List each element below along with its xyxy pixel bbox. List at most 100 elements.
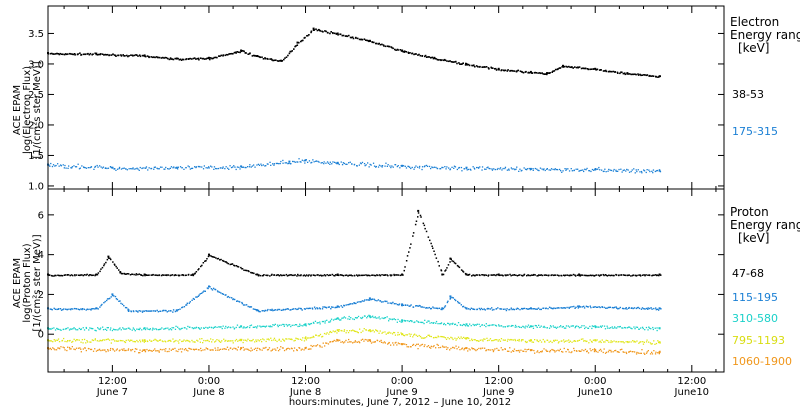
electron-series-2-point xyxy=(270,164,272,166)
proton-series-4-point xyxy=(511,339,513,341)
proton-series-3-point xyxy=(400,321,402,323)
electron-series-1-point xyxy=(639,73,641,76)
proton-series-5-point xyxy=(522,350,524,352)
proton-series-1-point xyxy=(465,273,468,276)
electron-series-2-point xyxy=(304,159,307,162)
xtick-day-label: June 7 xyxy=(96,387,128,398)
proton-series-4-point xyxy=(474,339,476,341)
proton-series-5-point xyxy=(156,350,158,352)
electron-series-1-point xyxy=(130,54,132,56)
proton-series-2-point xyxy=(628,306,630,309)
proton-series-3-point xyxy=(565,325,568,327)
proton-series-2-point xyxy=(583,305,585,308)
proton-series-2-point xyxy=(227,295,229,298)
electron-series-1-point xyxy=(481,66,483,68)
proton-series-4-point xyxy=(55,339,57,341)
proton-series-4-point xyxy=(651,343,653,345)
electron-series-2-point xyxy=(96,164,98,167)
proton-series-2-point xyxy=(443,306,446,308)
proton-series-2-point xyxy=(459,302,461,304)
electron-series-1-point xyxy=(322,31,324,33)
electron-series-1-point xyxy=(361,38,364,41)
proton-series-1-point xyxy=(282,274,285,276)
electron-series-2-point xyxy=(425,164,428,167)
proton-series-4-point xyxy=(477,340,479,342)
proton-series-4-point xyxy=(56,339,59,341)
electron-series-2-point xyxy=(220,167,222,169)
proton-series-1-point xyxy=(280,274,282,276)
proton-series-2-point xyxy=(338,306,340,308)
electron-series-2-point xyxy=(203,165,205,167)
electron-series-2-point xyxy=(633,168,635,170)
proton-series-4-point xyxy=(517,339,519,341)
electron-series-1-point xyxy=(174,57,176,60)
electron-series-2-point xyxy=(336,161,339,164)
proton-series-4-point xyxy=(250,340,252,342)
proton-series-2-point xyxy=(273,309,275,311)
electron-series-1-point xyxy=(492,67,494,69)
proton-series-5-point xyxy=(340,341,342,343)
proton-series-5-point xyxy=(63,347,65,349)
electron-series-1-point xyxy=(168,58,171,61)
electron-series-2-point xyxy=(561,171,563,173)
proton-series-2-point xyxy=(154,310,157,312)
proton-series-5-point xyxy=(576,350,578,352)
electron-series-1-point xyxy=(351,36,354,38)
proton-series-4-point xyxy=(514,340,517,342)
electron-series-2-point xyxy=(469,168,471,170)
electron-series-1-point xyxy=(567,65,570,68)
proton-series-4-point xyxy=(100,340,102,342)
proton-series-4-point xyxy=(410,333,412,335)
electron-series-2-point xyxy=(201,166,203,168)
proton-series-5-point xyxy=(629,350,632,352)
electron-series-2-point xyxy=(506,169,508,171)
electron-series-2-point xyxy=(372,162,375,164)
proton-legend: Proton Energy ranges [keV] 47-68 115-195… xyxy=(730,205,800,368)
electron-series-1-point xyxy=(77,53,79,55)
electron-series-1-point xyxy=(531,72,533,74)
proton-series-2-point xyxy=(427,307,429,309)
electron-series-1-point xyxy=(350,36,353,39)
proton-series-5-point xyxy=(310,348,312,350)
proton-series-4-point xyxy=(255,339,257,341)
proton-series-1-point xyxy=(233,264,235,267)
proton-series-5-point xyxy=(287,347,289,349)
proton-series-4-point xyxy=(313,336,315,338)
electron-series-1-point xyxy=(50,52,53,55)
proton-series-4-point xyxy=(544,340,546,342)
electron-series-2-point xyxy=(247,166,249,168)
electron-series-2-point xyxy=(467,168,470,171)
electron-series-1-point xyxy=(138,54,141,56)
proton-series-2-point xyxy=(56,308,58,311)
electron-series-2-point xyxy=(190,167,193,170)
proton-series-4-point xyxy=(170,340,172,342)
proton-series-3-point xyxy=(580,326,582,328)
proton-series-1-point xyxy=(515,274,517,276)
proton-series-5-point xyxy=(471,347,473,349)
proton-series-4-point xyxy=(201,338,203,340)
proton-series-4-point xyxy=(347,331,350,334)
proton-series-4-point xyxy=(114,340,116,342)
electron-series-2-point xyxy=(570,168,572,170)
electron-series-2-point xyxy=(230,166,233,169)
proton-series-2-point xyxy=(626,308,628,310)
proton-series-1-point xyxy=(610,274,613,277)
electron-series-1-point xyxy=(497,67,500,70)
proton-series-1-point xyxy=(634,274,636,277)
proton-series-4-point xyxy=(422,337,424,339)
proton-series-3-point xyxy=(601,325,604,327)
proton-series-3-point xyxy=(131,329,133,331)
proton-series-2-point xyxy=(100,304,102,307)
proton-series-3-point xyxy=(310,322,313,325)
electron-series-2-point xyxy=(367,162,369,164)
electron-series-2-point xyxy=(456,168,458,171)
proton-series-5-point xyxy=(608,349,610,351)
proton-series-4-point xyxy=(81,339,83,341)
x-axis-title: hours:minutes, June 7, 2012 – June 10, 2… xyxy=(289,397,511,408)
proton-series-2-point xyxy=(130,310,133,313)
electron-series-1-point xyxy=(603,70,606,72)
proton-series-5-point xyxy=(262,347,264,349)
electron-series-2-point xyxy=(308,160,311,162)
electron-series-2-point xyxy=(73,165,75,167)
proton-series-1-point xyxy=(224,261,227,263)
